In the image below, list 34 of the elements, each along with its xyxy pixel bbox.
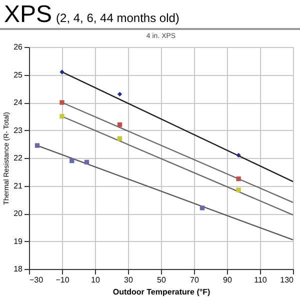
y-tick-label: 20 [14, 209, 24, 218]
chart-title: XPS [4, 1, 52, 28]
y-tick-label: 26 [14, 42, 24, 52]
point [60, 100, 64, 105]
x-tick-label: 90 [223, 276, 232, 284]
point [117, 136, 122, 141]
point [236, 176, 241, 182]
y-tick-label: 23 [14, 126, 24, 135]
point [200, 206, 205, 210]
x-tick-label: 10 [91, 276, 100, 284]
point [70, 158, 74, 164]
x-tick-label: −10 [56, 276, 70, 284]
point [117, 92, 122, 97]
x-tick-label: 130 [280, 276, 294, 284]
y-tick-label: 24 [14, 98, 24, 107]
point [34, 143, 40, 148]
x-tick-label: 110 [254, 276, 268, 284]
y-tick-label: 19 [14, 236, 24, 246]
point [236, 188, 241, 192]
x-tick-label: 30 [124, 276, 134, 284]
y-tick-label: 21 [14, 181, 24, 190]
chart-subtitle: (2, 4, 6, 44 months old) [56, 11, 180, 25]
point [60, 70, 64, 74]
x-tick-label: −30 [30, 276, 44, 284]
point [84, 160, 90, 165]
y-tick-label: 18 [14, 264, 24, 274]
x-tick-label: 50 [157, 276, 166, 284]
y-tick-label: 22 [14, 154, 24, 162]
x-axis-title: Outdoor Temperature (°F) [112, 288, 210, 296]
point [60, 114, 64, 119]
point [117, 122, 122, 128]
x-tick-label: 70 [190, 276, 200, 284]
y-tick-label: 25 [14, 70, 24, 80]
point [236, 152, 241, 158]
